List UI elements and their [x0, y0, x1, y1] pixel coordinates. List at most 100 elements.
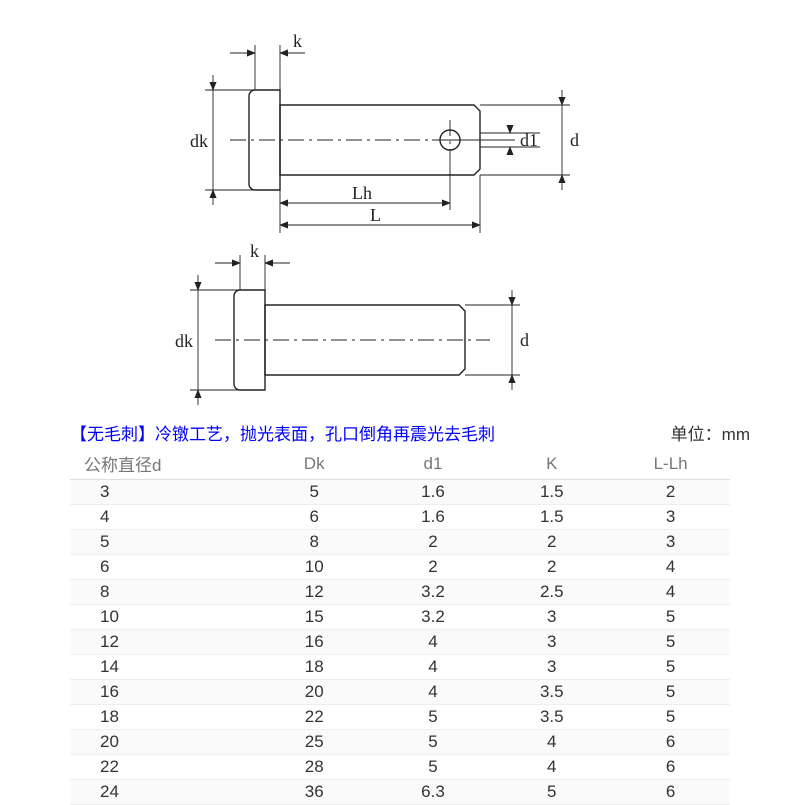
table-cell: 1.6 [374, 505, 493, 530]
table-cell: 4 [374, 680, 493, 705]
label-dk-top: dk [190, 131, 208, 151]
caption-row: 【无毛刺】冷镦工艺，抛光表面，孔口倒角再震光去毛刺 单位：mm [70, 420, 750, 445]
technical-drawing: k dk d1 d L [0, 25, 800, 415]
table-row: 162043.55 [70, 680, 730, 705]
table-cell: 5 [611, 655, 730, 680]
table-cell: 5 [255, 480, 374, 505]
label-d-bot: d [520, 330, 529, 350]
table-row: 182253.55 [70, 705, 730, 730]
table-cell: 5 [611, 630, 730, 655]
table-row: 2025546 [70, 730, 730, 755]
table-row: 24366.356 [70, 780, 730, 805]
table-row: 1216435 [70, 630, 730, 655]
table-cell: 5 [611, 605, 730, 630]
table-cell: 3.2 [374, 605, 493, 630]
table-cell: 12 [255, 580, 374, 605]
table-row: 351.61.52 [70, 480, 730, 505]
label-d1: d1 [520, 130, 538, 150]
table-cell: 3 [611, 505, 730, 530]
table-cell: 2 [492, 530, 611, 555]
table-cell: 3 [611, 530, 730, 555]
table-cell: 16 [70, 680, 255, 705]
table-cell: 2 [492, 555, 611, 580]
table-header-cell: L-Lh [611, 448, 730, 480]
table-header-cell: K [492, 448, 611, 480]
table-cell: 14 [70, 655, 255, 680]
table-cell: 3 [492, 630, 611, 655]
table-cell: 10 [255, 555, 374, 580]
table-cell: 16 [255, 630, 374, 655]
table-body: 351.61.52461.61.53582236102248123.22.541… [70, 480, 730, 805]
process-note: 【无毛刺】冷镦工艺，抛光表面，孔口倒角再震光去毛刺 [70, 420, 495, 445]
table-cell: 5 [611, 680, 730, 705]
table-cell: 4 [611, 555, 730, 580]
table-cell: 5 [611, 705, 730, 730]
table-cell: 12 [70, 630, 255, 655]
table-cell: 5 [374, 755, 493, 780]
table-cell: 3 [492, 655, 611, 680]
table-cell: 6 [611, 755, 730, 780]
table-cell: 20 [255, 680, 374, 705]
table-cell: 3.2 [374, 580, 493, 605]
table-row: 58223 [70, 530, 730, 555]
label-d-top: d [570, 130, 579, 150]
table-cell: 3.5 [492, 680, 611, 705]
table-cell: 18 [255, 655, 374, 680]
table-header-cell: 公称直径d [70, 448, 255, 480]
label-Lh: Lh [352, 183, 372, 203]
table-cell: 4 [374, 630, 493, 655]
table-cell: 2 [611, 480, 730, 505]
table-row: 1418435 [70, 655, 730, 680]
unit-label: 单位：mm [671, 420, 750, 445]
table-cell: 36 [255, 780, 374, 805]
label-dk-bot: dk [175, 331, 193, 351]
table-cell: 18 [70, 705, 255, 730]
table-cell: 24 [70, 780, 255, 805]
table-cell: 1.5 [492, 480, 611, 505]
table-row: 610224 [70, 555, 730, 580]
table-cell: 4 [492, 755, 611, 780]
table-cell: 6.3 [374, 780, 493, 805]
table-cell: 6 [611, 730, 730, 755]
table-cell: 4 [70, 505, 255, 530]
table-cell: 22 [70, 755, 255, 780]
table-cell: 8 [70, 580, 255, 605]
table-row: 2228546 [70, 755, 730, 780]
table-cell: 28 [255, 755, 374, 780]
pin-diagram-svg: k dk d1 d L [0, 25, 800, 415]
table-row: 461.61.53 [70, 505, 730, 530]
table-cell: 6 [611, 780, 730, 805]
table-cell: 4 [611, 580, 730, 605]
table-header-cell: Dk [255, 448, 374, 480]
table-cell: 4 [492, 730, 611, 755]
table-cell: 10 [70, 605, 255, 630]
table-cell: 5 [70, 530, 255, 555]
table-cell: 15 [255, 605, 374, 630]
table-cell: 3 [492, 605, 611, 630]
label-L: L [370, 205, 381, 225]
table-cell: 25 [255, 730, 374, 755]
table-cell: 6 [70, 555, 255, 580]
table-cell: 20 [70, 730, 255, 755]
table-cell: 22 [255, 705, 374, 730]
label-k-top: k [293, 31, 302, 51]
table-cell: 6 [255, 505, 374, 530]
table-cell: 4 [374, 655, 493, 680]
table-cell: 8 [255, 530, 374, 555]
table-cell: 5 [374, 730, 493, 755]
table-header-cell: d1 [374, 448, 493, 480]
table-cell: 3 [70, 480, 255, 505]
table-cell: 3.5 [492, 705, 611, 730]
table-cell: 5 [374, 705, 493, 730]
table-cell: 2.5 [492, 580, 611, 605]
label-k-bot: k [250, 241, 259, 261]
table-cell: 5 [492, 780, 611, 805]
spec-table: 公称直径dDkd1KL-Lh 351.61.52461.61.535822361… [70, 448, 730, 805]
table-cell: 2 [374, 555, 493, 580]
table-header-row: 公称直径dDkd1KL-Lh [70, 448, 730, 480]
table-cell: 1.5 [492, 505, 611, 530]
table-row: 8123.22.54 [70, 580, 730, 605]
table-cell: 2 [374, 530, 493, 555]
table-cell: 1.6 [374, 480, 493, 505]
table-row: 10153.235 [70, 605, 730, 630]
